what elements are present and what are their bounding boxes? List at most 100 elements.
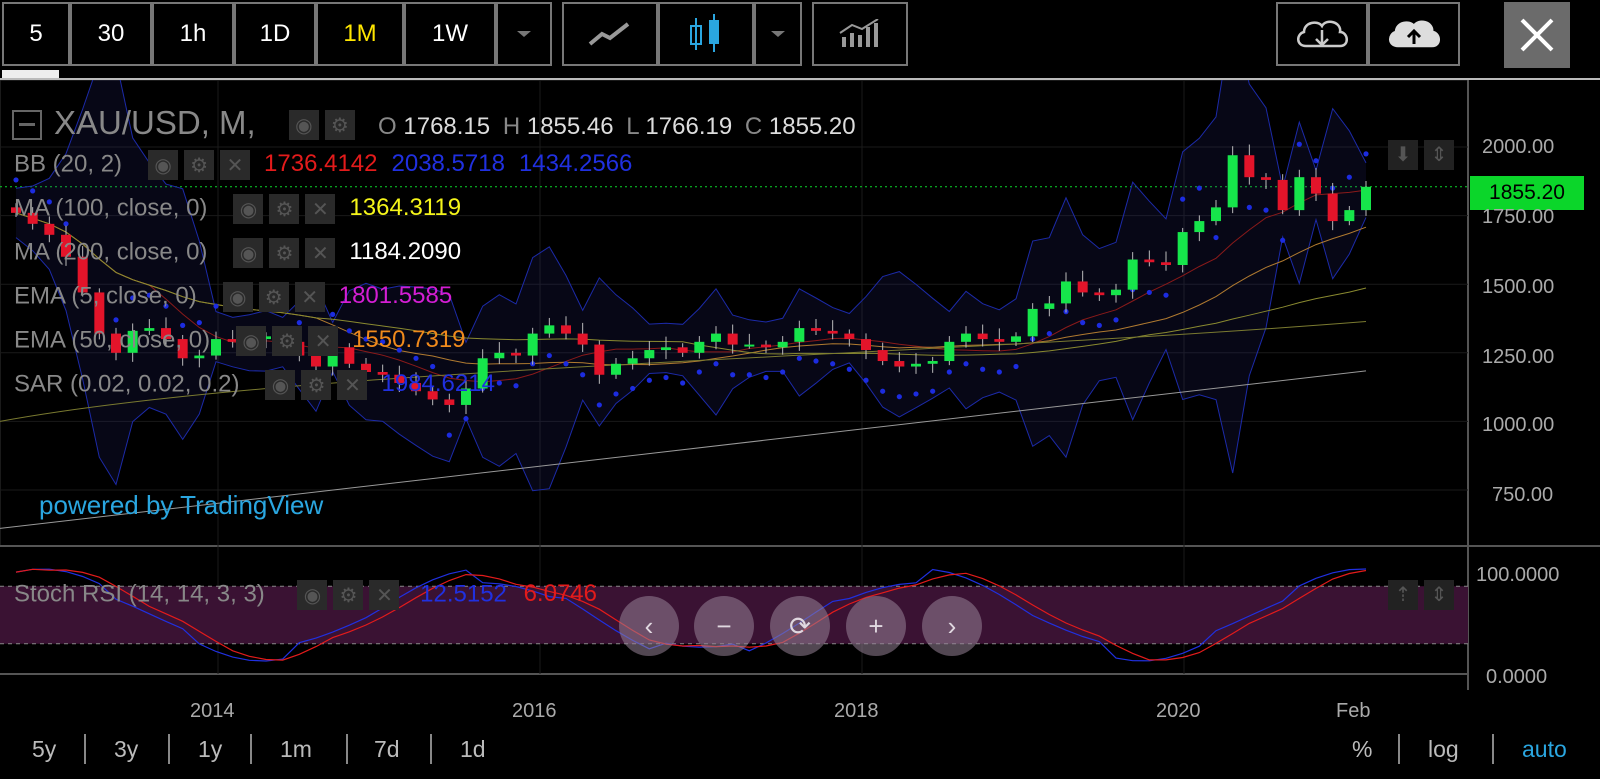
candle-body	[711, 333, 721, 342]
close-icon[interactable]: ✕	[337, 370, 368, 400]
candlestick-button[interactable]	[658, 2, 754, 66]
candle-body	[327, 347, 338, 367]
cloud-download-button[interactable]	[1276, 2, 1368, 66]
auto-scale-button[interactable]: auto	[1522, 736, 1567, 762]
range-1d-button[interactable]: 1d	[460, 736, 486, 762]
indicator-value: 1184.2090	[349, 238, 462, 266]
range-3y-button[interactable]: 3y	[114, 736, 139, 762]
sar-dot	[1080, 320, 1086, 326]
collapse-icon[interactable]	[12, 110, 42, 141]
scroll-right-button[interactable]: ›	[922, 596, 982, 656]
close-button[interactable]	[1504, 2, 1570, 68]
interval-5-button[interactable]: 5	[2, 2, 70, 66]
gear-icon[interactable]: ⚙	[301, 370, 332, 400]
sar-dot	[1363, 151, 1369, 157]
sar-dot	[880, 388, 886, 394]
sar-dot	[1096, 322, 1102, 328]
sar-dot	[946, 369, 952, 375]
pane-maximize-icon[interactable]: ⇕	[1424, 580, 1454, 610]
indicators-button[interactable]	[812, 2, 908, 66]
indicator-name: MA (200, close, 0)	[14, 238, 208, 266]
gear-icon[interactable]: ⚙	[272, 326, 303, 356]
gear-icon[interactable]: ⚙	[269, 238, 300, 268]
pane-up-icon[interactable]: ⇡	[1388, 580, 1418, 610]
price-tick: 1750.00	[1482, 206, 1555, 228]
interval-1m-button[interactable]: 1M	[316, 2, 404, 66]
sar-dot	[430, 363, 436, 370]
close-icon[interactable]: ✕	[294, 282, 325, 312]
indicator-legend: MA (200, close, 0) ◉ ⚙ ✕ 1184.2090	[14, 238, 475, 268]
cloud-upload-button[interactable]	[1368, 2, 1460, 66]
close-icon[interactable]: ✕	[308, 326, 339, 356]
range-1y-button[interactable]: 1y	[198, 736, 223, 762]
candle-body	[194, 355, 205, 359]
range-5y-button[interactable]: 5y	[32, 736, 57, 762]
divider	[1398, 734, 1400, 764]
sar-dot	[463, 416, 469, 422]
candle-body	[827, 330, 838, 334]
scroll-left-button[interactable]: ‹	[619, 596, 679, 656]
candle-body	[627, 358, 638, 364]
gear-icon[interactable]: ⚙	[184, 150, 215, 180]
candle-body	[77, 256, 88, 293]
tradingview-watermark[interactable]: powered by TradingView	[39, 490, 324, 520]
eye-icon[interactable]: ◉	[297, 580, 328, 610]
close-icon[interactable]: ✕	[305, 238, 336, 268]
close-icon[interactable]: ✕	[220, 150, 251, 180]
chart-type-dropdown-button[interactable]	[754, 2, 802, 66]
zoom-in-button[interactable]: +	[846, 596, 906, 656]
divider	[346, 734, 348, 764]
scroll-indicator	[2, 70, 59, 78]
pane-down-icon[interactable]: ⬇	[1388, 140, 1418, 170]
ohlc-low-label: L	[626, 113, 639, 140]
gear-icon[interactable]: ⚙	[333, 580, 364, 610]
close-icon[interactable]: ✕	[369, 580, 400, 610]
interval-dropdown-button[interactable]	[496, 2, 552, 66]
interval-1h-button[interactable]: 1h	[152, 2, 234, 66]
sar-dot	[30, 188, 36, 194]
time-tick: 2014	[190, 700, 235, 722]
eye-icon[interactable]: ◉	[222, 282, 253, 312]
price-tick: 1000.00	[1482, 414, 1555, 436]
range-7d-button[interactable]: 7d	[374, 736, 400, 762]
cloud-download-icon	[1297, 20, 1348, 48]
candle-body	[1144, 259, 1155, 263]
sar-dot	[396, 347, 402, 353]
candle-body	[1177, 232, 1188, 265]
sar-dot	[63, 221, 69, 227]
gear-icon[interactable]: ⚙	[258, 282, 289, 312]
sar-dot	[1113, 317, 1119, 323]
candle-body	[927, 361, 938, 364]
eye-icon[interactable]: ◉	[233, 238, 264, 268]
candle-body	[677, 347, 688, 353]
sar-dot	[146, 292, 152, 298]
indicator-name: EMA (50, close, 0)	[14, 326, 211, 354]
reset-button[interactable]: ⟳	[770, 596, 830, 656]
interval-1w-button[interactable]: 1W	[404, 2, 496, 66]
gear-icon[interactable]: ⚙	[324, 110, 355, 141]
candle-body	[1311, 177, 1321, 194]
zoom-out-button[interactable]: −	[694, 596, 754, 656]
eye-icon[interactable]: ◉	[233, 194, 264, 224]
gear-icon[interactable]: ⚙	[269, 194, 300, 224]
eye-icon[interactable]: ◉	[148, 150, 179, 180]
candle-body	[1327, 193, 1338, 222]
candle-body	[894, 361, 905, 367]
close-icon	[1520, 18, 1554, 52]
eye-icon[interactable]: ◉	[288, 110, 319, 141]
line-chart-button[interactable]	[562, 2, 658, 66]
symbol-controls[interactable]: ◉ ⚙	[288, 110, 355, 141]
close-icon[interactable]: ✕	[305, 194, 336, 224]
percent-scale-button[interactable]: %	[1352, 736, 1373, 762]
candle-body	[1227, 155, 1238, 208]
log-scale-button[interactable]: log	[1428, 736, 1459, 762]
candle-body	[1294, 177, 1305, 211]
eye-icon[interactable]: ◉	[236, 326, 267, 356]
sar-dot	[413, 355, 419, 361]
pane-maximize-icon[interactable]: ⇕	[1424, 140, 1454, 170]
eye-icon[interactable]: ◉	[265, 370, 296, 400]
range-1m-button[interactable]: 1m	[280, 736, 312, 762]
candle-body	[1094, 292, 1105, 296]
interval-1d-button[interactable]: 1D	[234, 2, 316, 66]
interval-30-button[interactable]: 30	[70, 2, 152, 66]
